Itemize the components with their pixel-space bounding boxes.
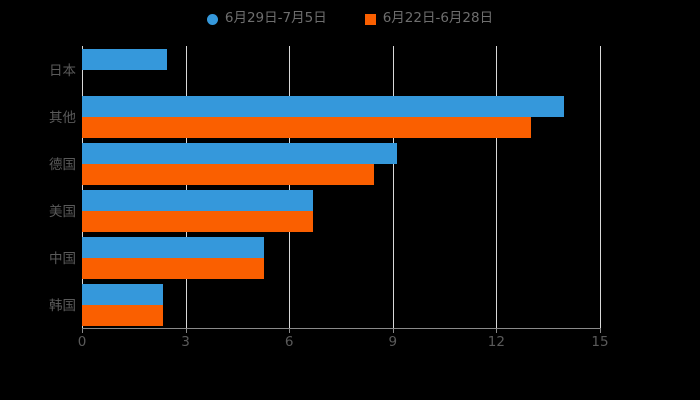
bar-segment[interactable]	[82, 116, 531, 138]
legend-circle-marker-icon	[206, 13, 218, 25]
legend-label-series-2: 6月22日-6月28日	[382, 10, 494, 27]
plot-area	[82, 46, 601, 328]
bar-group	[82, 95, 600, 138]
gridline-4	[496, 46, 498, 328]
x-axis-tick-2	[289, 328, 291, 333]
bar-segment[interactable]	[82, 95, 564, 117]
y-axis-label-0: 日本	[49, 63, 76, 79]
gridline-5	[600, 46, 601, 328]
gridline-3	[392, 46, 394, 328]
bar-segment[interactable]	[82, 210, 314, 232]
chart-legend: 6月29日-7月5日 6月22日-6月28日	[0, 6, 700, 32]
bar-segment[interactable]	[82, 48, 167, 70]
bar-group	[82, 236, 600, 279]
gridline-1	[185, 46, 187, 328]
gridline-0	[82, 46, 83, 328]
y-axis-label-3: 美国	[49, 204, 76, 220]
x-axis-tick-label-5: 15	[591, 334, 609, 350]
x-axis-tick-label-2: 6	[284, 334, 294, 350]
bar-group	[82, 142, 600, 185]
bar-segment[interactable]	[82, 142, 397, 164]
x-axis-tick-label-1: 3	[181, 334, 190, 350]
bar-segment[interactable]	[82, 163, 375, 185]
x-axis-tick-4	[496, 328, 498, 333]
bar-segment[interactable]	[82, 283, 164, 305]
legend-item-series-1[interactable]: 6月29日-7月5日	[206, 10, 327, 27]
bar-segment[interactable]	[82, 257, 265, 279]
y-axis-label-2: 德国	[49, 157, 76, 173]
x-axis-tick-label-4: 12	[487, 334, 505, 350]
bar-segment[interactable]	[82, 304, 164, 326]
bar-group	[82, 189, 600, 232]
legend-label-series-1: 6月29日-7月5日	[224, 10, 327, 27]
legend-square-marker-icon	[364, 13, 376, 25]
x-axis-tick-label-0: 0	[77, 334, 87, 350]
y-axis-label-1: 其他	[49, 110, 76, 126]
legend-item-series-2[interactable]: 6月22日-6月28日	[364, 10, 494, 27]
bar-segment[interactable]	[82, 189, 314, 211]
bar-group	[82, 48, 600, 91]
x-axis-tick-label-3: 9	[388, 334, 398, 350]
x-axis-tick-3	[392, 328, 394, 333]
bar-group	[82, 283, 600, 326]
x-axis-tick-1	[185, 328, 187, 333]
x-axis-line	[82, 328, 601, 329]
x-axis-tick-0	[82, 328, 83, 333]
bar-segment[interactable]	[82, 236, 265, 258]
gridline-2	[289, 46, 291, 328]
y-axis-label-5: 韩国	[49, 298, 76, 314]
y-axis-labels: 日本 其他 德国 美国 中国 韩国	[0, 46, 76, 328]
x-axis-tick-5	[600, 328, 601, 333]
y-axis-label-4: 中国	[49, 251, 76, 267]
